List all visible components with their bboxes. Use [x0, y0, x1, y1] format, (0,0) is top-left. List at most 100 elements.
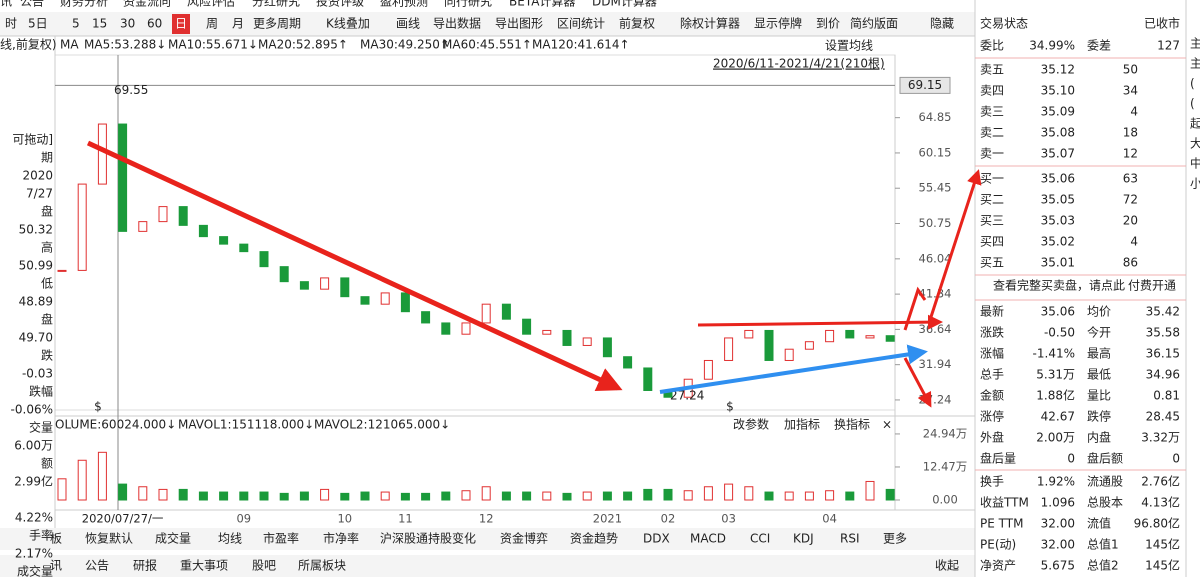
x-tick-label: 09: [236, 512, 251, 526]
marker: $: [94, 400, 102, 414]
top-menu-item[interactable]: 讯: [0, 0, 12, 9]
toolbar-item[interactable]: K线叠加: [326, 17, 370, 31]
stat-label: 换手: [980, 475, 1004, 489]
tab[interactable]: KDJ: [793, 532, 814, 546]
x-tick-label: 02: [661, 512, 676, 526]
volume-bar: [582, 491, 592, 501]
y-tick-label: 12.47万: [923, 459, 967, 473]
edge-text: 大: [1190, 137, 1200, 151]
toolbar-item[interactable]: 到价: [816, 17, 840, 31]
book-price: 35.09: [1041, 105, 1075, 119]
stat-value: 0: [1067, 452, 1075, 466]
tab[interactable]: 市盈率: [263, 531, 299, 546]
candle: [784, 348, 794, 361]
left-info: 2.99亿: [14, 474, 53, 489]
candle: [97, 123, 107, 185]
toolbar-item[interactable]: 30: [120, 17, 135, 31]
stat-label: 收益TTM: [980, 496, 1029, 510]
tab[interactable]: 更多: [883, 532, 907, 546]
toolbar-item[interactable]: 隐藏: [930, 17, 954, 31]
candle: [380, 292, 390, 305]
bottom-tab[interactable]: 讯: [50, 559, 62, 573]
stat-label: 总值1: [1087, 537, 1119, 552]
toolbar-bg: [0, 12, 975, 36]
volume-bar: [623, 491, 633, 501]
candle: [602, 337, 612, 358]
info-label: 委差: [1087, 39, 1111, 53]
tab[interactable]: MACD: [690, 532, 726, 546]
bottom-tab[interactable]: 所属板块: [298, 559, 346, 573]
toolbar-item[interactable]: 15: [92, 17, 107, 31]
top-menu-item[interactable]: 投资评级: [316, 0, 364, 9]
candle: [501, 303, 511, 320]
tab[interactable]: 资金趋势: [570, 531, 618, 546]
bottom-tab[interactable]: 重大事项: [180, 559, 228, 573]
volume-bar: [481, 486, 491, 501]
tab[interactable]: 成交量: [155, 531, 191, 546]
left-info: 2.17%: [15, 547, 53, 561]
top-menu-item[interactable]: 分红研究: [252, 0, 300, 9]
active-period[interactable]: [172, 14, 190, 34]
book-price: 35.12: [1041, 63, 1075, 77]
bottom-tab[interactable]: 研报: [133, 558, 157, 573]
pay-link[interactable]: 付费开通: [1128, 279, 1176, 293]
toolbar-item[interactable]: 日: [175, 17, 187, 31]
trend-arrow: [697, 314, 943, 330]
range-label: 2020/6/11-2021/4/21(210根): [713, 57, 885, 71]
tab[interactable]: 市净率: [323, 531, 359, 546]
indicator-button[interactable]: 加指标: [784, 417, 820, 432]
top-menu-item[interactable]: 财务分析: [60, 0, 108, 9]
toolbar-item[interactable]: 显示停牌: [754, 16, 802, 31]
book-volume: 20: [1123, 214, 1138, 228]
tab[interactable]: RSI: [840, 532, 860, 546]
left-info: 交量: [29, 420, 53, 435]
top-menu-item[interactable]: 风险评估: [187, 0, 235, 9]
book-volume: 72: [1123, 193, 1138, 207]
y-tick-label: 60.15: [919, 145, 952, 159]
bottom-tab[interactable]: 股吧: [252, 559, 276, 573]
toolbar-item[interactable]: 60: [147, 17, 162, 31]
indicator-button[interactable]: 改参数: [733, 417, 769, 432]
toolbar-item[interactable]: 前复权: [619, 16, 655, 31]
toolbar-item[interactable]: 导出数据: [433, 16, 481, 31]
stat-value: 36.15: [1146, 347, 1180, 361]
tab[interactable]: DDX: [643, 532, 670, 546]
toolbar-item[interactable]: 时: [5, 17, 17, 31]
toolbar-item[interactable]: 简约版面: [850, 16, 898, 31]
left-info: 低: [41, 277, 53, 291]
volume-bar: [380, 491, 390, 501]
toolbar-item[interactable]: 除权计算器: [680, 16, 740, 31]
toolbar-item[interactable]: 周: [206, 17, 218, 31]
top-menu-item[interactable]: 资金流向: [123, 0, 171, 9]
top-menu-item[interactable]: DDM计算器: [592, 0, 657, 9]
toolbar-item[interactable]: 更多周期: [253, 17, 301, 31]
chart-settings[interactable]: 设置均线: [825, 39, 873, 53]
tab[interactable]: 均线: [218, 532, 242, 546]
toolbar-item[interactable]: 5日: [28, 17, 48, 31]
tab[interactable]: CCI: [750, 532, 770, 546]
toolbar-item[interactable]: 画线: [396, 17, 420, 31]
stat-value: 145亿: [1145, 558, 1180, 573]
toolbar-item[interactable]: 区间统计: [557, 17, 605, 31]
tab[interactable]: 资金博弈: [500, 531, 548, 546]
volume-bar: [57, 478, 67, 501]
indicator-button[interactable]: 换指标: [834, 417, 870, 432]
top-menu-item[interactable]: BETA计算器: [509, 0, 575, 9]
tab[interactable]: 恢复默认: [85, 531, 133, 546]
marker: $: [726, 400, 734, 414]
toolbar-item[interactable]: 导出图形: [495, 17, 543, 31]
toolbar-item[interactable]: 5: [72, 17, 80, 31]
candle: [744, 329, 754, 339]
top-menu-item[interactable]: 同行研究: [444, 0, 492, 9]
indicator-button[interactable]: ×: [882, 418, 892, 432]
tab[interactable]: 沪深股通持股变化: [380, 531, 476, 546]
volume-bar: [138, 486, 148, 501]
top-menu-item[interactable]: 盈利预测: [380, 0, 428, 9]
collapse-button[interactable]: 收起: [935, 559, 959, 573]
toolbar-item[interactable]: 月: [232, 17, 244, 31]
volume-bar: [259, 491, 269, 501]
bottom-tab[interactable]: 公告: [85, 559, 109, 573]
volume-bar: [158, 488, 168, 501]
top-menu-item[interactable]: 公告: [20, 0, 44, 9]
tab[interactable]: 板: [50, 532, 62, 546]
